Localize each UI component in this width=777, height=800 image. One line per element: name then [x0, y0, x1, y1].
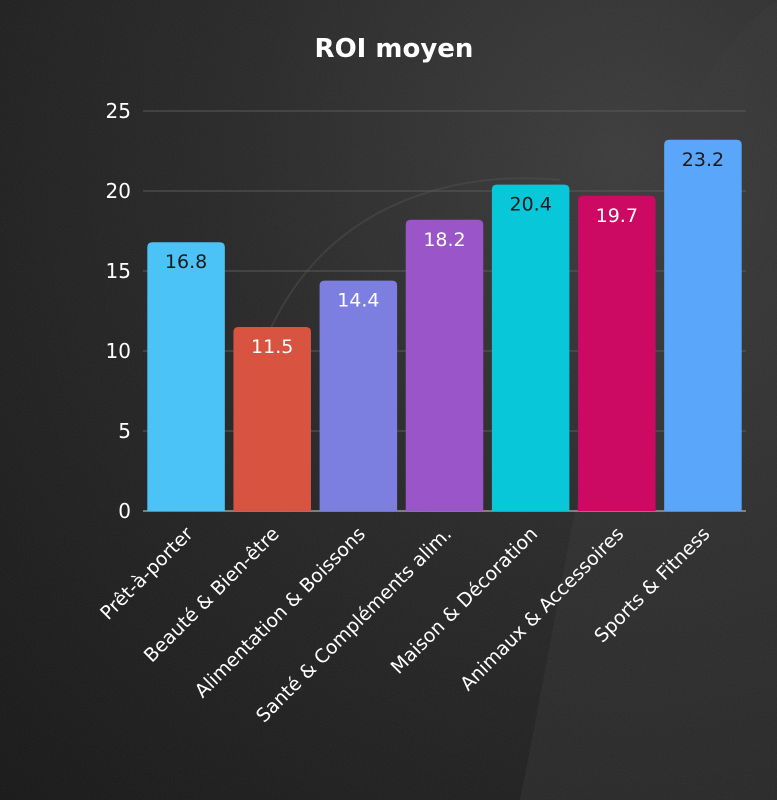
bar: [664, 139, 742, 512]
bar-value-label: 18.2: [423, 229, 465, 251]
bar: [491, 184, 570, 511]
y-tick-label: 5: [118, 419, 131, 443]
bar: [233, 327, 311, 511]
bar-value-label: 16.8: [165, 251, 207, 273]
y-tick-label: 15: [106, 259, 131, 283]
bar-value-label: 11.5: [251, 336, 293, 358]
bar: [319, 280, 398, 511]
chart-title: ROI moyen: [315, 34, 474, 64]
bar-value-label: 19.7: [596, 205, 638, 227]
y-tick-label: 0: [118, 499, 131, 523]
bar-value-label: 23.2: [682, 149, 724, 171]
bar-value-label: 20.4: [509, 194, 551, 216]
bar-value-label: 14.4: [337, 290, 379, 312]
bar: [147, 242, 225, 511]
bar: [578, 195, 656, 512]
bar-layer: [147, 139, 742, 512]
bar: [405, 219, 484, 512]
y-tick-label: 25: [106, 99, 131, 123]
y-tick-label: 20: [106, 179, 131, 203]
y-tick-label: 10: [106, 339, 131, 363]
